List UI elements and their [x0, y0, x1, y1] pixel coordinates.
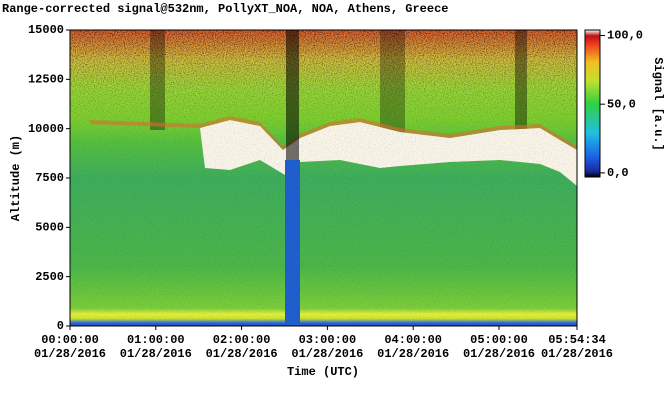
- x-tick-date: 01/28/2016: [291, 347, 363, 361]
- y-tick-label: 2500: [35, 270, 64, 284]
- y-tick-label: 7500: [35, 171, 64, 185]
- x-tick-date: 01/28/2016: [377, 347, 449, 361]
- y-tick-label: 10000: [28, 122, 64, 136]
- colorbar-tick-label: 100,0: [607, 29, 643, 43]
- x-tick-date: 01/28/2016: [541, 347, 613, 361]
- colorbar-tick-label: 0,0: [607, 166, 629, 180]
- colorbar-label: Signal [a.u.]: [651, 57, 665, 151]
- x-tick-label: 05:00:00: [470, 333, 528, 347]
- x-tick-label: 00:00:00: [41, 333, 99, 347]
- x-tick-label: 01:00:00: [127, 333, 185, 347]
- x-tick-label: 04:00:00: [384, 333, 442, 347]
- x-tick-date: 01/28/2016: [463, 347, 535, 361]
- x-axis-label: Time (UTC): [287, 365, 359, 379]
- x-tick-label: 02:00:00: [213, 333, 271, 347]
- y-tick-label: 0: [57, 319, 64, 333]
- chart-title: Range-corrected signal@532nm, PollyXT_NO…: [2, 2, 448, 16]
- y-tick-label: 15000: [28, 23, 64, 37]
- y-axis-label: Altitude (m): [9, 135, 23, 221]
- y-tick-label: 12500: [28, 73, 64, 87]
- colorbar-tick-label: 50,0: [607, 97, 636, 111]
- colorbar: [584, 29, 601, 178]
- x-tick-date: 01/28/2016: [34, 347, 106, 361]
- x-tick-label: 03:00:00: [299, 333, 357, 347]
- heatmap-image: [70, 30, 577, 326]
- x-tick-date: 01/28/2016: [206, 347, 278, 361]
- x-tick-date: 01/28/2016: [120, 347, 192, 361]
- x-tick-label: 05:54:34: [548, 333, 606, 347]
- y-tick-label: 5000: [35, 221, 64, 235]
